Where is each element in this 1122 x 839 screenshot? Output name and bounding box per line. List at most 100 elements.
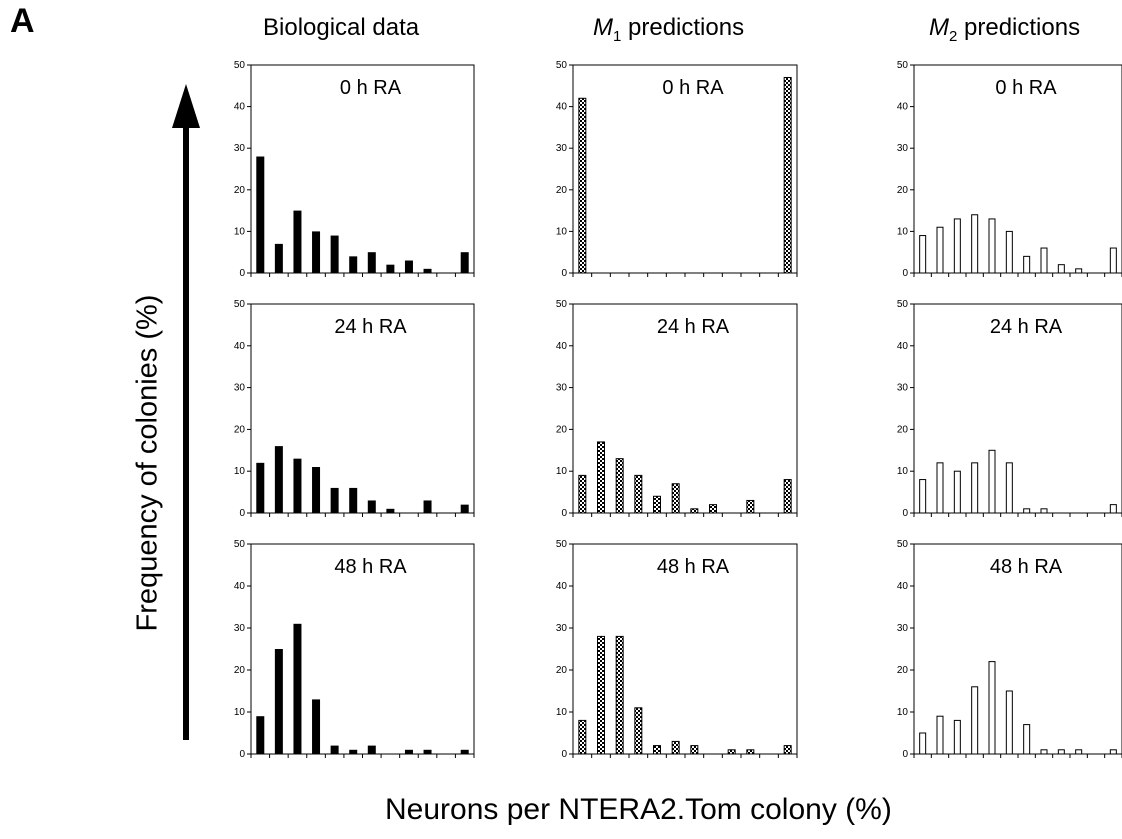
histogram-bar (1005, 690, 1013, 755)
y-tick-label: 10 (897, 466, 909, 477)
histogram-bar (460, 749, 469, 754)
histogram-bar (460, 504, 469, 513)
histogram-bar (1023, 508, 1031, 514)
y-tick-label: 10 (556, 226, 568, 237)
m2-symbol: M (929, 14, 949, 41)
histogram-bar (312, 699, 321, 754)
histogram-bar (1109, 247, 1117, 274)
histogram-bar (936, 462, 944, 514)
y-tick-label: 10 (897, 707, 909, 718)
y-tick-label: 10 (556, 466, 568, 477)
histogram-bar (274, 243, 283, 273)
histogram-bar (746, 749, 755, 755)
histogram-bar (423, 749, 432, 754)
histogram-panel: 0 10 20 30 40 50 48 h RA (234, 539, 475, 760)
histogram-bar (256, 716, 265, 754)
histogram-bar (597, 635, 605, 755)
histogram-bar (367, 500, 376, 513)
histogram-bar (404, 749, 413, 754)
histogram-bar (919, 235, 927, 274)
histogram-bar (1023, 724, 1031, 755)
y-tick-label: 40 (556, 341, 568, 352)
histogram-bar (312, 467, 321, 513)
m1-symbol: M (593, 14, 613, 41)
y-tick-label: 10 (897, 226, 909, 237)
y-tick-label: 30 (234, 383, 246, 394)
panel-letter: A (10, 2, 35, 40)
y-tick-label: 0 (239, 749, 245, 760)
y-tick-label: 20 (234, 665, 246, 676)
histogram-bar (671, 483, 680, 514)
y-tick-label: 20 (556, 424, 568, 435)
y-tick-label: 0 (902, 268, 908, 279)
histogram-panel: 0 10 20 30 40 50 24 h RA (234, 299, 475, 519)
y-tick-label: 10 (234, 707, 246, 718)
panel-title: 24 h RA (990, 316, 1063, 338)
panel-title: 0 h RA (662, 77, 724, 99)
histogram-bar (386, 264, 395, 273)
y-tick-label: 50 (556, 299, 568, 310)
histogram-bar (349, 256, 358, 273)
y-tick-label: 40 (556, 581, 568, 592)
histogram-bar (1075, 749, 1083, 755)
histogram-bar (653, 495, 661, 514)
panel-title: 48 h RA (334, 556, 407, 578)
y-tick-label: 0 (561, 749, 567, 760)
y-tick-label: 0 (902, 508, 908, 519)
histogram-bar (971, 462, 979, 514)
y-tick-label: 50 (234, 299, 246, 310)
histogram-bar (293, 623, 302, 754)
y-axis-arrow-shaft (183, 125, 189, 740)
histogram-bar (423, 268, 432, 273)
histogram-bar (783, 479, 792, 514)
histogram-bar (727, 749, 736, 755)
histogram-bar (1040, 247, 1048, 274)
panel-title: 0 h RA (995, 77, 1057, 99)
column-title-m1: M1 predictions (593, 14, 744, 45)
histogram-panel: 0 10 20 30 40 50 24 h RA (897, 299, 1122, 519)
y-tick-label: 30 (556, 143, 568, 154)
histogram-bar (988, 661, 996, 755)
column-title-biological: Biological data (263, 14, 420, 41)
m1-title-rest: predictions (621, 14, 745, 41)
histogram-bar (1109, 504, 1117, 514)
y-tick-label: 20 (556, 665, 568, 676)
histogram-bar (1057, 749, 1065, 755)
histogram-bar (1005, 230, 1013, 274)
m2-subscript: 2 (949, 27, 958, 45)
histogram-bar (293, 210, 302, 273)
y-tick-label: 30 (897, 623, 909, 634)
histogram-bar (423, 500, 432, 513)
y-tick-label: 10 (234, 226, 246, 237)
histogram-bar (919, 479, 927, 514)
y-tick-label: 10 (234, 466, 246, 477)
histogram-bar (256, 156, 265, 273)
y-tick-label: 20 (234, 185, 246, 196)
y-tick-label: 20 (897, 424, 909, 435)
y-tick-label: 40 (234, 102, 246, 113)
histogram-bar (1005, 462, 1013, 514)
histogram-bar (634, 707, 643, 755)
histogram-bar (1109, 749, 1117, 755)
y-tick-label: 50 (897, 299, 909, 310)
y-tick-label: 0 (239, 508, 245, 519)
histogram-bar (1040, 508, 1048, 514)
histogram-bar (971, 686, 979, 755)
y-tick-label: 0 (561, 268, 567, 279)
y-tick-label: 10 (556, 707, 568, 718)
histogram-bar (653, 745, 661, 755)
y-tick-label: 20 (897, 185, 909, 196)
column-title-m2: M2 predictions (929, 14, 1080, 45)
y-axis-arrow-head (172, 84, 200, 128)
y-tick-label: 30 (897, 383, 909, 394)
histogram-bar (330, 745, 339, 754)
y-tick-label: 0 (902, 749, 908, 760)
histogram-bar (936, 715, 944, 755)
histogram-panel: 0 10 20 30 40 50 0 h RA (234, 60, 475, 279)
histogram-bar (349, 749, 358, 754)
y-tick-label: 30 (234, 623, 246, 634)
histogram-bar (615, 458, 624, 514)
y-tick-label: 50 (897, 60, 909, 71)
panel-title: 48 h RA (657, 556, 730, 578)
histogram-bar (367, 745, 376, 754)
